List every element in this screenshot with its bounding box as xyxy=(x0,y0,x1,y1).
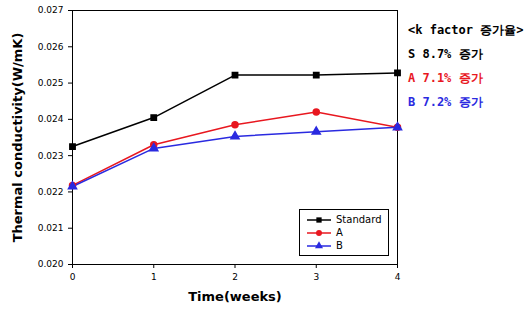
html-text:Standard: Standard xyxy=(336,214,382,225)
svg-text:Thermal conductivity(W/mK): Thermal conductivity(W/mK) xyxy=(10,33,25,243)
svg-text:0.024: 0.024 xyxy=(38,114,64,124)
svg-text:3: 3 xyxy=(313,272,319,282)
svg-text:0: 0 xyxy=(70,272,76,282)
svg-text:0.022: 0.022 xyxy=(38,187,64,197)
svg-text:0.027: 0.027 xyxy=(38,5,64,15)
svg-text:0.026: 0.026 xyxy=(38,42,64,52)
svg-text:0.021: 0.021 xyxy=(38,223,64,233)
html-text:B 7.2% 증가: B 7.2% 증가 xyxy=(408,95,483,109)
svg-text:0.025: 0.025 xyxy=(38,78,64,88)
html-text:A 7.1% 증가: A 7.1% 증가 xyxy=(408,71,483,85)
html-text:B: B xyxy=(336,240,343,251)
html-text:A: A xyxy=(336,227,343,238)
svg-text:0.020: 0.020 xyxy=(38,259,64,269)
svg-text:Time(weeks): Time(weeks) xyxy=(188,289,282,304)
svg-text:2: 2 xyxy=(232,272,238,282)
html-text:S 8.7% 증가: S 8.7% 증가 xyxy=(408,47,483,61)
html-text:<k factor 증가율>: <k factor 증가율> xyxy=(408,23,524,37)
svg-text:4: 4 xyxy=(395,272,401,282)
svg-text:0.023: 0.023 xyxy=(38,151,64,161)
svg-text:1: 1 xyxy=(151,272,157,282)
